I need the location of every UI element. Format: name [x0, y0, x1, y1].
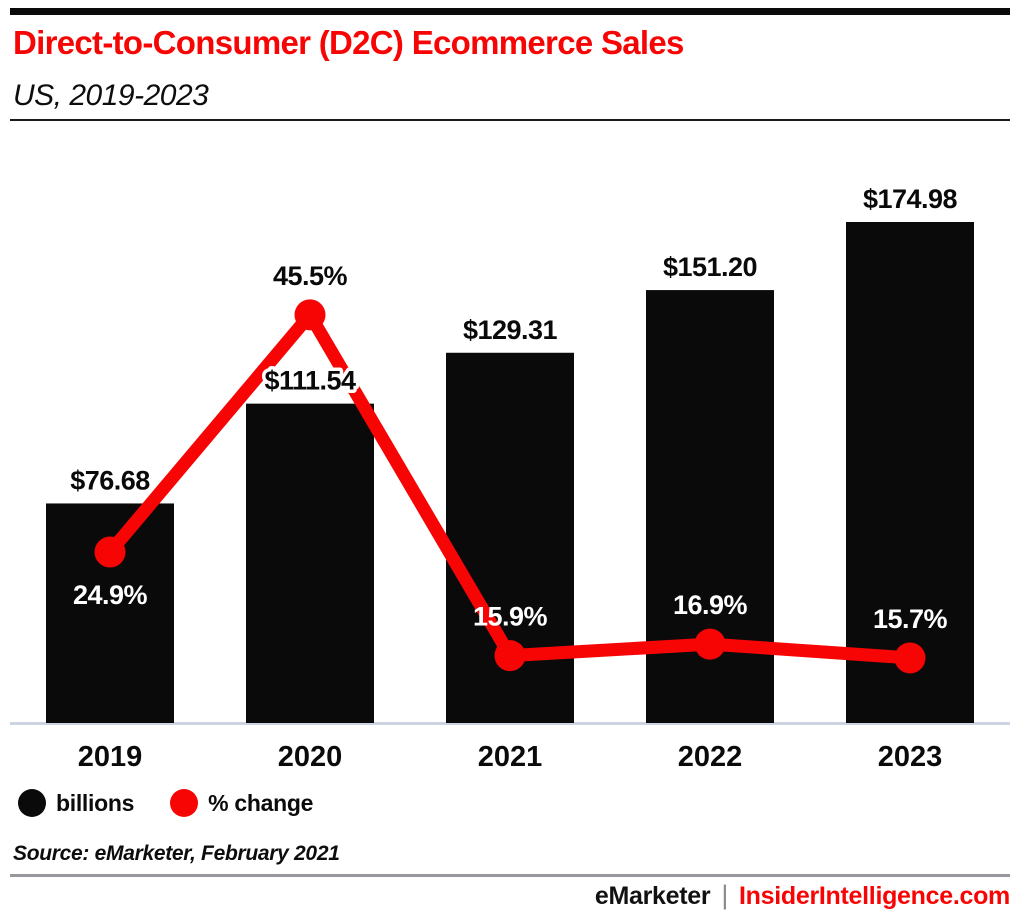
chart-canvas: $76.68 $111.54 $129.31 $151.20 $174.98 24.9% 4…: [10, 184, 1010, 773]
pct-label-2020: 45.5%: [273, 261, 348, 291]
x-tick-2022: 2022: [678, 741, 743, 773]
bar-2020: [246, 403, 374, 723]
chart-title: Direct-to-Consumer (D2C) Ecommerce Sales: [13, 24, 684, 61]
value-label-2019: $76.68: [70, 465, 150, 495]
pct-label-2023: 15.7%: [873, 604, 948, 634]
footer: eMarketer | InsiderIntelligence.com: [595, 881, 1010, 910]
pct-dot-2020: [294, 299, 326, 331]
chart-subtitle: US, 2019-2023: [13, 79, 209, 112]
brand-emarketer: eMarketer: [594, 882, 711, 910]
billions-circle-icon: [18, 789, 46, 817]
value-label-2023: $174.98: [863, 184, 958, 214]
legend: billions % change: [18, 789, 313, 817]
pct-dot-2023: [894, 642, 926, 674]
legend-label-pct-change: % change: [208, 789, 314, 816]
x-tick-2021: 2021: [478, 741, 543, 773]
value-label-2021: $129.31: [463, 315, 558, 345]
pct-label-2022: 16.9%: [673, 590, 748, 620]
bar-2019: [46, 503, 174, 723]
x-tick-2023: 2023: [878, 741, 943, 773]
insider-intelligence-link[interactable]: InsiderIntelligence.com: [739, 882, 1010, 910]
value-label-2022: $151.20: [663, 252, 757, 282]
pct-change-circle-icon: [170, 789, 199, 817]
footer-separator: |: [721, 880, 729, 910]
pct-dot-2019: [94, 536, 126, 568]
header-divider: [10, 119, 1010, 121]
source-note: Source: eMarketer, February 2021: [13, 842, 340, 865]
pct-dot-2021: [494, 640, 526, 672]
legend-label-billions: billions: [56, 789, 135, 816]
value-label-2020: $111.54: [264, 366, 356, 396]
top-accent-bar: [10, 8, 1010, 15]
x-tick-2019: 2019: [78, 741, 143, 773]
pct-dot-2022: [694, 628, 726, 660]
x-tick-2020: 2020: [278, 741, 343, 773]
pct-label-2021: 15.9%: [473, 602, 548, 632]
pct-label-2019: 24.9%: [73, 580, 148, 610]
footer-divider: [10, 874, 1010, 877]
legend-item-pct-change: % change: [170, 789, 313, 817]
x-axis-line: [10, 722, 1010, 725]
bar-2023: [846, 222, 974, 723]
legend-item-billions: billions: [18, 789, 134, 817]
